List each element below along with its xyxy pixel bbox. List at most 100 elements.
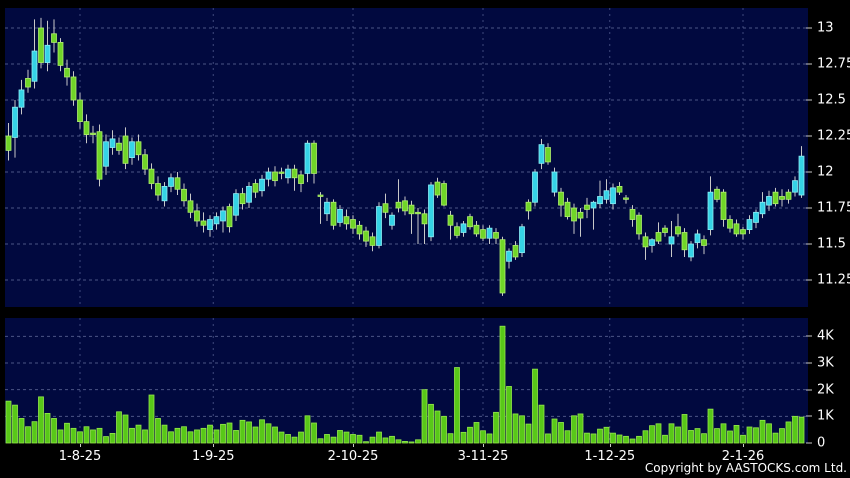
candle-down bbox=[512, 245, 519, 258]
candle-down bbox=[155, 183, 161, 196]
candle-up bbox=[610, 187, 616, 205]
candle-up bbox=[103, 141, 109, 167]
volume-bar bbox=[447, 433, 454, 444]
candle-down bbox=[5, 135, 12, 151]
volume-bar bbox=[590, 433, 597, 444]
candle-up bbox=[389, 214, 395, 226]
volume-bar bbox=[792, 415, 798, 444]
candle-down bbox=[291, 168, 298, 179]
volume-bar bbox=[707, 408, 714, 444]
volume-bar bbox=[480, 430, 486, 444]
candle-down bbox=[642, 236, 649, 248]
candle-down bbox=[493, 232, 499, 239]
volume-bar bbox=[337, 430, 343, 444]
candle-up bbox=[603, 190, 610, 200]
date-tick-label: 1-9-25 bbox=[192, 449, 235, 464]
candle-down bbox=[408, 204, 415, 215]
volume-bar bbox=[77, 431, 83, 444]
volume-bar bbox=[610, 432, 616, 444]
candle-down bbox=[122, 135, 129, 164]
candle-down bbox=[226, 206, 233, 228]
volume-bar bbox=[109, 433, 116, 444]
volume-bar bbox=[259, 419, 265, 444]
candle-up bbox=[506, 250, 512, 262]
candle-down bbox=[623, 197, 629, 200]
volume-bar bbox=[363, 441, 369, 444]
volume-bar bbox=[5, 400, 12, 444]
volume-bar bbox=[265, 423, 272, 444]
candle-up bbox=[337, 209, 343, 223]
volume-bar bbox=[298, 431, 304, 444]
candle-down bbox=[83, 121, 90, 135]
volume-bar bbox=[499, 325, 506, 444]
candle-down bbox=[330, 201, 337, 226]
volume-bar bbox=[278, 431, 285, 444]
candle-down bbox=[148, 168, 155, 184]
volume-bar bbox=[246, 421, 252, 444]
date-tick-mark bbox=[743, 444, 744, 447]
candle-down bbox=[395, 201, 402, 209]
volume-bar bbox=[506, 386, 512, 444]
candle-up bbox=[220, 210, 226, 222]
volume-bar bbox=[155, 418, 161, 444]
candle-down bbox=[681, 232, 688, 251]
candle-down bbox=[239, 193, 246, 205]
volume-bar bbox=[148, 394, 155, 444]
candle-down bbox=[577, 211, 584, 219]
volume-bar bbox=[460, 431, 467, 444]
volume-bar bbox=[194, 429, 200, 444]
candle-down bbox=[480, 229, 486, 239]
candle-down bbox=[402, 200, 408, 212]
volume-bar bbox=[343, 431, 350, 444]
volume-plot bbox=[5, 318, 808, 444]
date-tick-mark bbox=[483, 444, 484, 447]
volume-bar bbox=[577, 413, 584, 444]
volume-bar bbox=[70, 427, 77, 444]
candle-down bbox=[720, 191, 727, 220]
candle-up bbox=[792, 180, 798, 193]
candle-down bbox=[441, 183, 447, 206]
candle-down bbox=[77, 99, 83, 123]
price-chart-panel[interactable] bbox=[5, 8, 808, 307]
candle-up bbox=[161, 185, 168, 202]
candle-down bbox=[473, 224, 480, 235]
volume-bar bbox=[720, 423, 727, 444]
volume-bar bbox=[694, 428, 701, 444]
candle-down bbox=[545, 147, 551, 163]
candle-up bbox=[649, 239, 655, 246]
volume-bar bbox=[564, 430, 571, 444]
volume-bar bbox=[200, 427, 207, 444]
candle-up bbox=[168, 177, 174, 187]
date-tick-mark bbox=[80, 444, 81, 447]
candle-down bbox=[311, 142, 317, 174]
candle-down bbox=[564, 201, 571, 218]
candle-down bbox=[584, 204, 590, 210]
candle-down bbox=[343, 216, 350, 225]
volume-bar bbox=[142, 429, 148, 444]
date-tick-mark bbox=[609, 444, 611, 447]
candle-down bbox=[116, 142, 122, 151]
volume-chart-panel[interactable] bbox=[5, 318, 808, 444]
candle-up bbox=[18, 89, 25, 108]
volume-tick-label: 2K bbox=[806, 383, 834, 396]
volume-bar bbox=[122, 414, 129, 444]
candle-down bbox=[779, 196, 785, 200]
candle-down bbox=[64, 67, 70, 78]
volume-bar bbox=[545, 433, 551, 444]
volume-bar bbox=[421, 389, 428, 444]
candle-up bbox=[538, 144, 545, 164]
volume-bar bbox=[213, 429, 220, 444]
volume-bar bbox=[766, 423, 772, 444]
candle-up bbox=[486, 227, 493, 239]
candle-up bbox=[428, 184, 434, 238]
volume-bar bbox=[57, 429, 64, 444]
volume-bar bbox=[83, 426, 90, 444]
candle-up bbox=[207, 219, 213, 231]
volume-bar bbox=[584, 432, 590, 444]
volume-bar bbox=[597, 428, 603, 444]
candle-up bbox=[753, 211, 759, 223]
candle-up bbox=[460, 223, 467, 233]
date-tick-mark bbox=[213, 444, 215, 447]
tick-mark bbox=[806, 415, 812, 417]
